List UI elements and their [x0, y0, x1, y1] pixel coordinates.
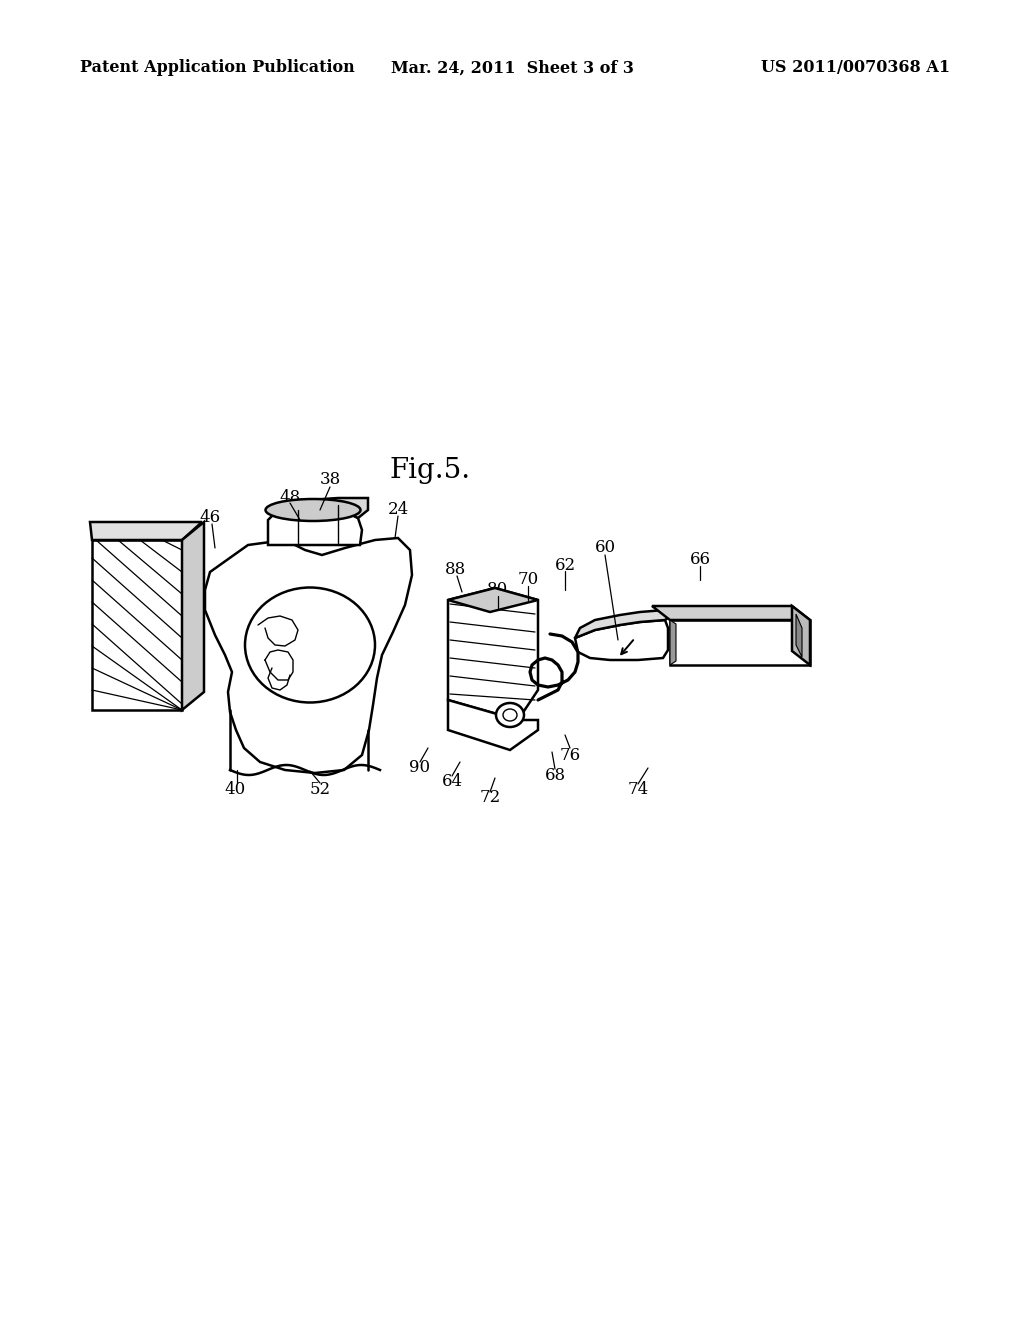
Polygon shape — [449, 700, 538, 750]
Text: 70: 70 — [517, 572, 539, 589]
Text: 60: 60 — [595, 540, 615, 557]
Text: 24: 24 — [387, 502, 409, 519]
Text: Fig.5.: Fig.5. — [389, 457, 471, 483]
Text: 76: 76 — [559, 747, 581, 763]
Polygon shape — [90, 521, 202, 540]
Polygon shape — [205, 539, 412, 774]
Text: Patent Application Publication: Patent Application Publication — [80, 59, 354, 77]
Polygon shape — [449, 587, 538, 719]
Ellipse shape — [245, 587, 375, 702]
Text: 46: 46 — [200, 510, 220, 527]
Text: 66: 66 — [689, 552, 711, 569]
Polygon shape — [792, 606, 810, 665]
Polygon shape — [670, 620, 810, 665]
Polygon shape — [308, 498, 368, 517]
Polygon shape — [268, 506, 362, 545]
Text: 68: 68 — [545, 767, 565, 784]
Text: 90: 90 — [410, 759, 430, 776]
Polygon shape — [670, 620, 676, 665]
Text: 72: 72 — [479, 789, 501, 807]
Polygon shape — [92, 540, 182, 710]
Text: 52: 52 — [309, 781, 331, 799]
Ellipse shape — [503, 709, 517, 721]
Polygon shape — [575, 620, 668, 660]
Text: 88: 88 — [444, 561, 466, 578]
Text: US 2011/0070368 A1: US 2011/0070368 A1 — [761, 59, 950, 77]
Text: Mar. 24, 2011  Sheet 3 of 3: Mar. 24, 2011 Sheet 3 of 3 — [390, 59, 634, 77]
Text: 74: 74 — [628, 781, 648, 799]
Ellipse shape — [496, 704, 524, 727]
Text: 48: 48 — [280, 488, 301, 506]
Text: 40: 40 — [224, 781, 246, 799]
Ellipse shape — [265, 499, 360, 521]
Polygon shape — [182, 521, 204, 710]
Polygon shape — [652, 606, 810, 620]
Text: 64: 64 — [441, 774, 463, 791]
Polygon shape — [449, 587, 538, 612]
Text: 38: 38 — [319, 471, 341, 488]
Polygon shape — [796, 614, 802, 657]
Text: 80: 80 — [487, 582, 509, 598]
Polygon shape — [575, 610, 668, 638]
Text: 62: 62 — [554, 557, 575, 573]
